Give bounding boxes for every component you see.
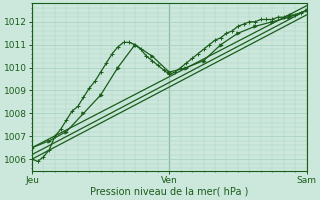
X-axis label: Pression niveau de la mer( hPa ): Pression niveau de la mer( hPa ) bbox=[90, 187, 248, 197]
